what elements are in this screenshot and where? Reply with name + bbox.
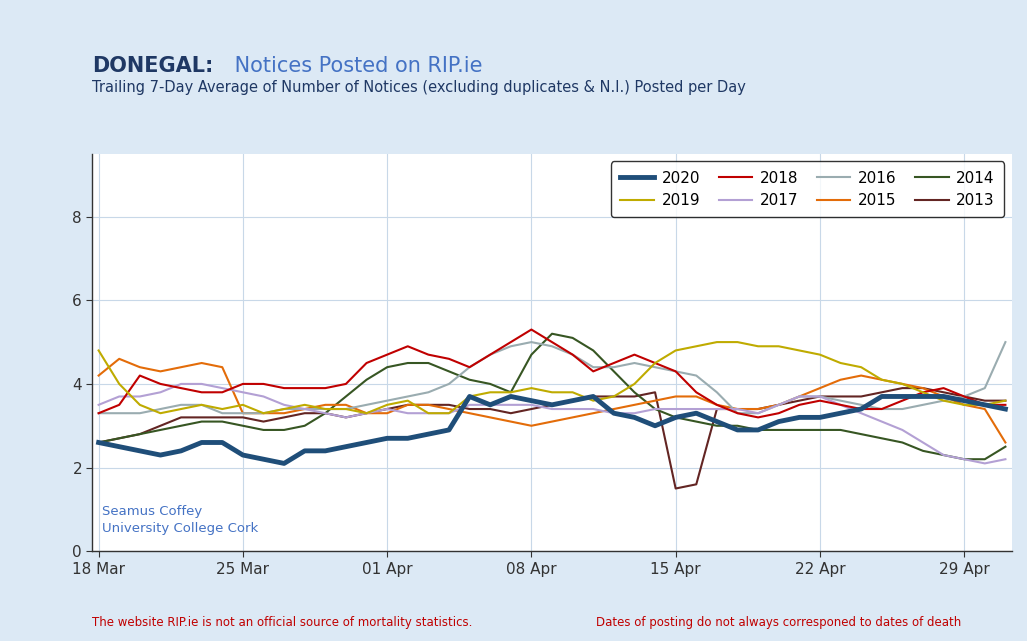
Text: Dates of posting do not always corresponed to dates of death: Dates of posting do not always correspon…	[596, 617, 961, 629]
Legend: 2020, 2019, 2018, 2017, 2016, 2015, 2014, 2013: 2020, 2019, 2018, 2017, 2016, 2015, 2014…	[611, 162, 1004, 217]
Text: Trailing 7-Day Average of Number of Notices (excluding duplicates & N.I.) Posted: Trailing 7-Day Average of Number of Noti…	[92, 80, 747, 95]
Text: DONEGAL:: DONEGAL:	[92, 56, 214, 76]
Text: Seamus Coffey
University College Cork: Seamus Coffey University College Cork	[102, 505, 258, 535]
Text: The website RIP.ie is not an official source of mortality statistics.: The website RIP.ie is not an official so…	[92, 617, 472, 629]
Text: Notices Posted on RIP.ie: Notices Posted on RIP.ie	[228, 56, 483, 76]
